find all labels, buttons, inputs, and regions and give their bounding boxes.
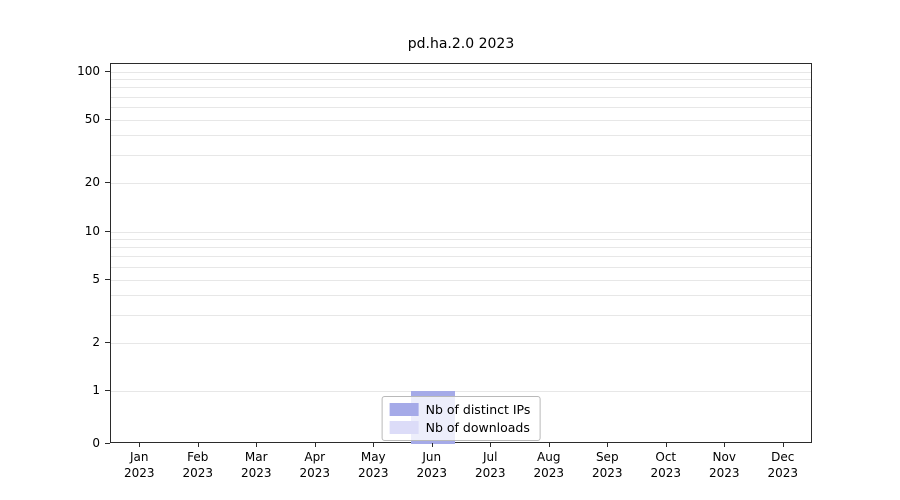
y-tick-mark — [105, 390, 110, 391]
gridline — [111, 314, 811, 316]
x-tick-label: Dec 2023 — [767, 450, 799, 480]
gridline — [111, 279, 811, 281]
legend-label: Nb of distinct IPs — [425, 402, 531, 417]
y-tick-label: 20 — [84, 175, 100, 190]
x-tick-mark — [139, 443, 141, 447]
legend-label: Nb of downloads — [425, 420, 530, 435]
x-tick-mark — [431, 443, 433, 447]
x-tick-mark — [665, 443, 667, 447]
y-tick-label: 10 — [84, 223, 100, 238]
x-tick-label: Jan 2023 — [123, 450, 155, 480]
y-tick-label: 5 — [92, 271, 100, 286]
gridline — [111, 266, 811, 268]
y-tick-label: 100 — [77, 64, 100, 78]
legend: Nb of distinct IPs Nb of downloads — [381, 396, 541, 441]
y-tick-mark — [105, 341, 110, 343]
gridline — [111, 135, 811, 137]
gridline — [111, 107, 811, 109]
gridline — [111, 294, 811, 296]
y-tick-mark — [105, 443, 110, 444]
x-tick-mark — [490, 443, 492, 447]
gridline — [111, 238, 811, 240]
x-tick-mark — [607, 443, 609, 447]
chart-title: pd.ha.2.0 2023 — [407, 36, 515, 52]
legend-row: Nb of distinct IPs — [389, 402, 531, 417]
legend-swatch — [389, 403, 419, 416]
gridline — [111, 87, 811, 89]
gridline — [111, 231, 811, 233]
y-tick-mark — [105, 182, 110, 184]
legend-swatch — [389, 421, 419, 434]
x-tick-mark — [314, 443, 316, 447]
grid-layer — [111, 64, 811, 442]
gridline — [111, 391, 811, 392]
gridline — [111, 183, 811, 185]
y-tick-mark — [105, 278, 110, 280]
y-tick-mark — [105, 119, 110, 120]
y-tick-label: 1 — [92, 383, 100, 397]
bars-layer — [111, 64, 811, 444]
x-tick-label: Oct 2023 — [650, 450, 682, 480]
x-tick-label: Aug 2023 — [533, 450, 565, 480]
gridline — [111, 155, 811, 157]
x-tick-mark — [373, 443, 375, 447]
gridline — [111, 79, 811, 81]
gridline — [111, 342, 811, 344]
x-tick-label: Sep 2023 — [591, 450, 623, 480]
gridline — [111, 256, 811, 258]
x-tick-mark — [256, 443, 258, 447]
x-tick-mark — [197, 443, 199, 447]
gridline — [111, 246, 811, 248]
plot-area: Nb of distinct IPs Nb of downloads — [110, 63, 812, 444]
x-tick-label: May 2023 — [357, 450, 389, 480]
x-tick-mark — [724, 443, 726, 447]
y-tick-mark — [105, 71, 110, 72]
gridline — [111, 120, 811, 121]
x-tick-mark — [548, 443, 550, 447]
y-tick-mark — [105, 230, 110, 232]
x-tick-label: Nov 2023 — [708, 450, 740, 480]
legend-row: Nb of downloads — [389, 420, 531, 435]
x-tick-label: Apr 2023 — [299, 450, 331, 480]
x-tick-label: Jun 2023 — [416, 450, 448, 480]
x-tick-label: Feb 2023 — [182, 450, 214, 480]
y-tick-label: 2 — [92, 334, 100, 349]
y-tick-label: 50 — [84, 112, 100, 126]
x-tick-mark — [782, 443, 784, 447]
y-tick-label: 0 — [92, 436, 100, 450]
gridline — [111, 72, 811, 73]
x-tick-label: Jul 2023 — [474, 450, 506, 480]
gridline — [111, 96, 811, 98]
x-tick-label: Mar 2023 — [240, 450, 272, 480]
